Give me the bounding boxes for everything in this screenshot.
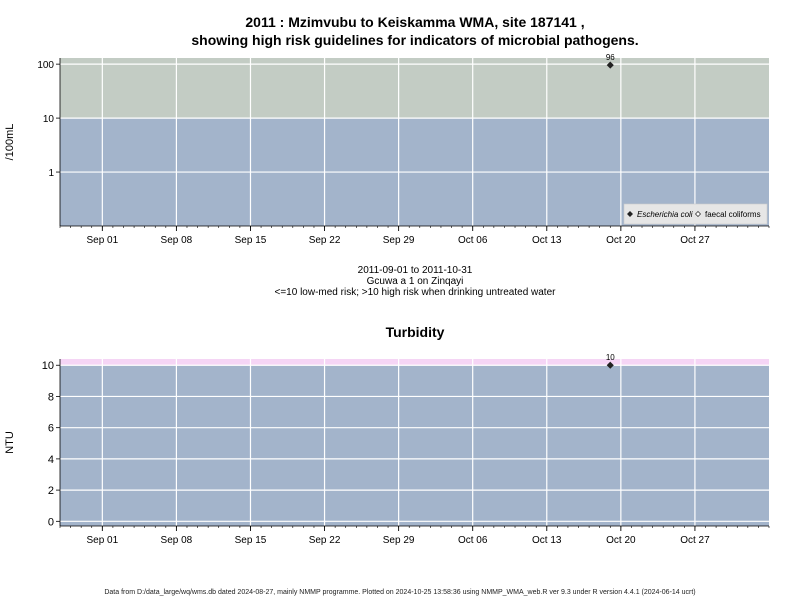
x-tick-label: Oct 20 — [606, 535, 636, 546]
x-tick-label: Sep 22 — [309, 235, 341, 246]
x-tick-label: Sep 01 — [86, 535, 118, 546]
risk-band-1 — [60, 359, 769, 366]
data-point — [606, 361, 614, 369]
y-axis-label: /100mL — [4, 124, 16, 161]
x-tick-label: Oct 06 — [458, 535, 488, 546]
x-tick-label: Sep 29 — [383, 535, 415, 546]
x-tick-label: Sep 22 — [309, 535, 341, 546]
y-tick-label: 1 — [48, 168, 54, 179]
y-tick-label: 0 — [48, 516, 54, 528]
x-tick-label: Sep 08 — [161, 535, 193, 546]
y-tick-label: 10 — [42, 360, 54, 372]
chart-title-line2: showing high risk guidelines for indicat… — [191, 32, 639, 48]
x-tick-label: Sep 08 — [161, 235, 193, 246]
date-range-block: 2011-09-01 to 2011-10-31 Gcuwa a 1 on Zi… — [0, 265, 800, 298]
legend-marker — [695, 211, 701, 217]
x-tick-label: Oct 13 — [532, 235, 562, 246]
x-tick-label: Sep 15 — [235, 235, 267, 246]
x-tick-label: Oct 13 — [532, 535, 562, 546]
y-tick-label: 10 — [43, 114, 55, 125]
y-tick-label: 2 — [48, 485, 54, 497]
x-tick-label: Oct 27 — [680, 235, 710, 246]
legend-label: faecal coliforms — [705, 210, 761, 219]
site-name-label: Gcuwa a 1 on Zinqayi — [366, 276, 464, 287]
risk-band-1 — [60, 58, 769, 119]
chart-title-line1: 2011 : Mzimvubu to Keiskamma WMA, site 1… — [245, 14, 585, 30]
y-tick-label: 6 — [48, 423, 54, 435]
risk-guideline-label: <=10 low-med risk; >10 high risk when dr… — [274, 287, 556, 298]
x-tick-label: Oct 27 — [680, 535, 710, 546]
data-label: 96 — [606, 53, 615, 62]
x-tick-label: Sep 01 — [86, 235, 118, 246]
x-tick-label: Oct 06 — [458, 235, 488, 246]
x-tick-label: Sep 29 — [383, 235, 415, 246]
legend-label: Escherichia coli — [637, 210, 693, 219]
x-tick-label: Oct 20 — [606, 235, 636, 246]
x-tick-label: Sep 15 — [235, 535, 267, 546]
legend-marker — [627, 211, 633, 217]
risk-band-0 — [60, 365, 769, 526]
y-tick-label: 8 — [48, 391, 54, 403]
data-label: 10 — [606, 353, 615, 362]
y-tick-label: 100 — [37, 60, 54, 71]
y-tick-label: 4 — [48, 454, 54, 466]
date-range-label: 2011-09-01 to 2011-10-31 — [357, 265, 473, 276]
footer-note: Data from D:/data_large/wq/wms.db dated … — [104, 589, 696, 596]
legend: Escherichia coli faecal coliforms — [623, 203, 768, 225]
data-point — [606, 61, 614, 69]
turbidity-title: Turbidity — [385, 324, 445, 340]
y-axis-label: NTU — [4, 431, 16, 454]
